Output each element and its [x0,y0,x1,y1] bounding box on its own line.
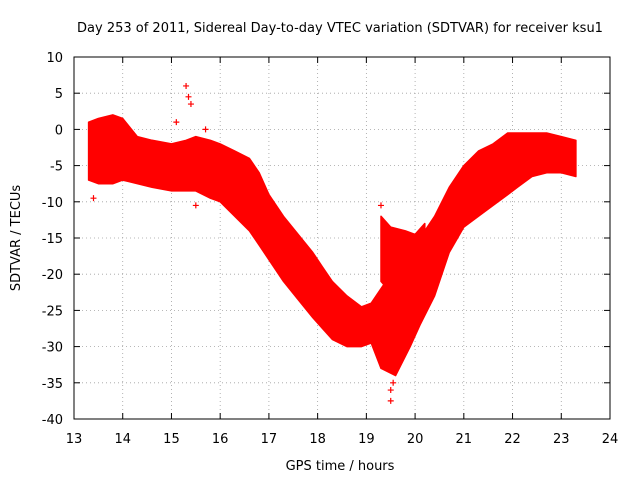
outlier-point [183,82,190,89]
x-tick-label: 20 [407,432,424,447]
outlier-point [390,379,397,386]
x-tick-label: 13 [66,432,83,447]
x-tick-label: 24 [602,432,619,447]
x-tick-label: 16 [212,432,229,447]
x-tick-label: 17 [261,432,278,447]
y-tick-label: -20 [42,268,63,283]
grid-lines [74,57,610,419]
x-tick-label: 23 [553,432,570,447]
x-tick-label: 19 [358,432,375,447]
y-tick-label: 5 [55,87,63,102]
x-tick-label: 18 [309,432,326,447]
y-tick-label: -25 [42,304,63,319]
outlier-point [387,397,394,404]
x-tick-label: 14 [114,432,131,447]
outlier-point [377,202,384,209]
x-tick-label: 22 [504,432,521,447]
y-tick-label: -15 [42,232,63,247]
outlier-point [173,119,180,126]
chart-title: Day 253 of 2011, Sidereal Day-to-day VTE… [77,21,603,36]
y-tick-label: -10 [42,196,63,211]
y-tick-label: -5 [50,160,63,175]
outlier-point [90,195,97,202]
x-tick-label: 21 [456,432,473,447]
data-layer [87,82,577,404]
x-tick-label: 15 [163,432,180,447]
outlier-point [185,93,192,100]
series-band [380,215,426,294]
y-tick-label: 10 [46,51,63,66]
outlier-point [187,101,194,108]
series-band [87,114,577,377]
outlier-point [192,202,199,209]
outlier-point [387,387,394,394]
x-axis-label: GPS time / hours [286,459,395,474]
y-tick-label: -30 [42,341,63,356]
y-tick-label: 0 [55,123,63,138]
y-tick-label: -35 [42,377,63,392]
outlier-point [202,126,209,133]
axis-ticks: 13 14 15 16 17 18 19 20 21 22 23 24 10 5 0 -5 -10 -15 -20 -… [42,51,619,447]
y-tick-label: -40 [42,413,63,428]
y-axis-label: SDTVAR / TECUs [9,185,24,292]
